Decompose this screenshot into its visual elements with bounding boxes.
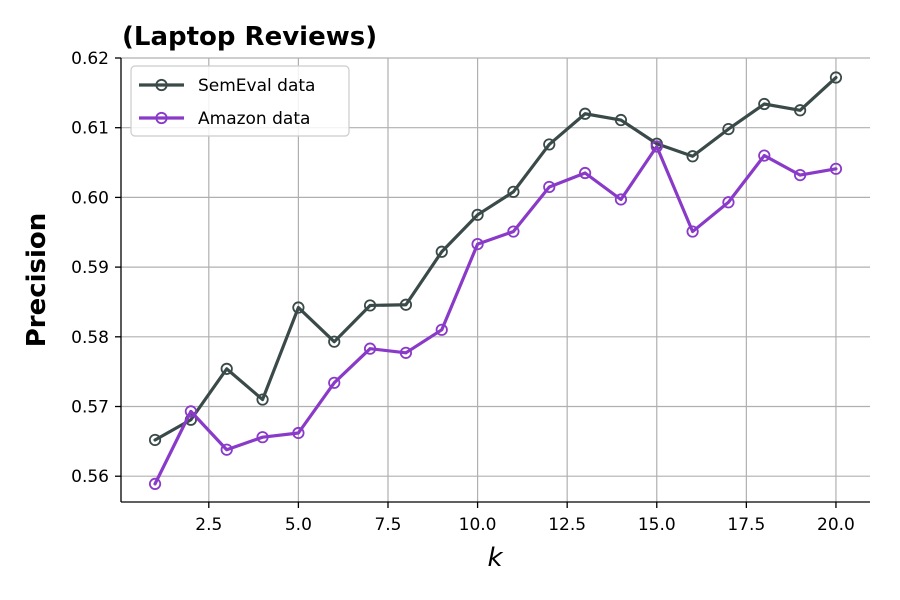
x-tick-label: 12.5 [548, 515, 586, 535]
data-point [758, 97, 771, 111]
x-axis-ticks: 2.5 5.0 7.5 10.0 12.5 15.0 17.5 20.0 [195, 502, 855, 535]
x-tick-label: 20.0 [817, 515, 855, 535]
series-layer [148, 71, 843, 490]
legend-frame [130, 65, 350, 137]
y-axis-label: Precision [22, 213, 52, 348]
data-point [328, 335, 341, 348]
data-point [363, 342, 377, 355]
data-point [256, 393, 269, 406]
x-tick-label: 5.0 [285, 515, 312, 535]
data-point [292, 426, 305, 440]
data-point [148, 433, 162, 447]
data-point [650, 140, 663, 153]
x-tick-label: 2.5 [195, 515, 222, 535]
data-point [722, 196, 735, 209]
data-point [758, 149, 771, 162]
data-point [794, 168, 807, 182]
series-line [153, 75, 838, 442]
x-axis-label: k [487, 543, 503, 573]
data-point [220, 443, 233, 456]
x-tick-label: 15.0 [638, 515, 676, 535]
data-point [507, 225, 520, 238]
data-point [399, 346, 413, 359]
data-point [328, 376, 341, 389]
x-tick-label: 10.0 [459, 515, 497, 535]
y-axis-ticks: 0.56 0.57 0.58 0.59 0.60 0.61 0.62 [71, 49, 121, 487]
data-point [471, 238, 484, 251]
legend-item: Amazon data [139, 109, 310, 129]
y-tick-label: 0.56 [71, 467, 109, 487]
y-tick-label: 0.61 [71, 119, 109, 139]
chart-title: (Laptop Reviews) [122, 22, 377, 52]
legend-marker [155, 78, 168, 92]
data-point [363, 299, 377, 312]
data-point [543, 138, 556, 151]
grid-lines [121, 57, 870, 502]
data-point [722, 122, 735, 136]
legend-label: SemEval data [198, 76, 315, 96]
data-point [435, 245, 448, 258]
x-tick-label: 17.5 [727, 515, 765, 535]
series-amazon-data [148, 140, 843, 490]
data-point [399, 298, 413, 311]
data-point [292, 301, 305, 314]
data-point [829, 162, 843, 175]
data-point [829, 71, 843, 84]
data-point [543, 180, 556, 194]
legend-label: Amazon data [198, 109, 310, 129]
y-tick-label: 0.58 [71, 328, 109, 348]
y-tick-label: 0.60 [71, 188, 109, 208]
data-point [507, 185, 520, 198]
data-point [435, 323, 448, 336]
series-semeval-data [148, 71, 843, 447]
data-point [578, 107, 592, 120]
y-tick-label: 0.59 [71, 258, 109, 278]
y-tick-label: 0.62 [71, 49, 109, 69]
y-tick-label: 0.57 [71, 398, 109, 418]
data-point [614, 113, 628, 127]
legend-marker [155, 111, 168, 125]
legend-item: SemEval data [139, 76, 315, 96]
data-point [220, 362, 233, 375]
data-point [614, 193, 628, 206]
data-point [471, 208, 484, 221]
x-tick-label: 7.5 [374, 515, 401, 535]
data-point [686, 150, 699, 163]
data-point [256, 431, 269, 444]
data-point [184, 405, 197, 418]
legend: SemEval data Amazon data [130, 65, 350, 137]
axes [120, 58, 870, 503]
data-point [794, 104, 807, 117]
data-point [578, 166, 592, 180]
data-point [686, 225, 699, 238]
data-point [148, 477, 162, 490]
